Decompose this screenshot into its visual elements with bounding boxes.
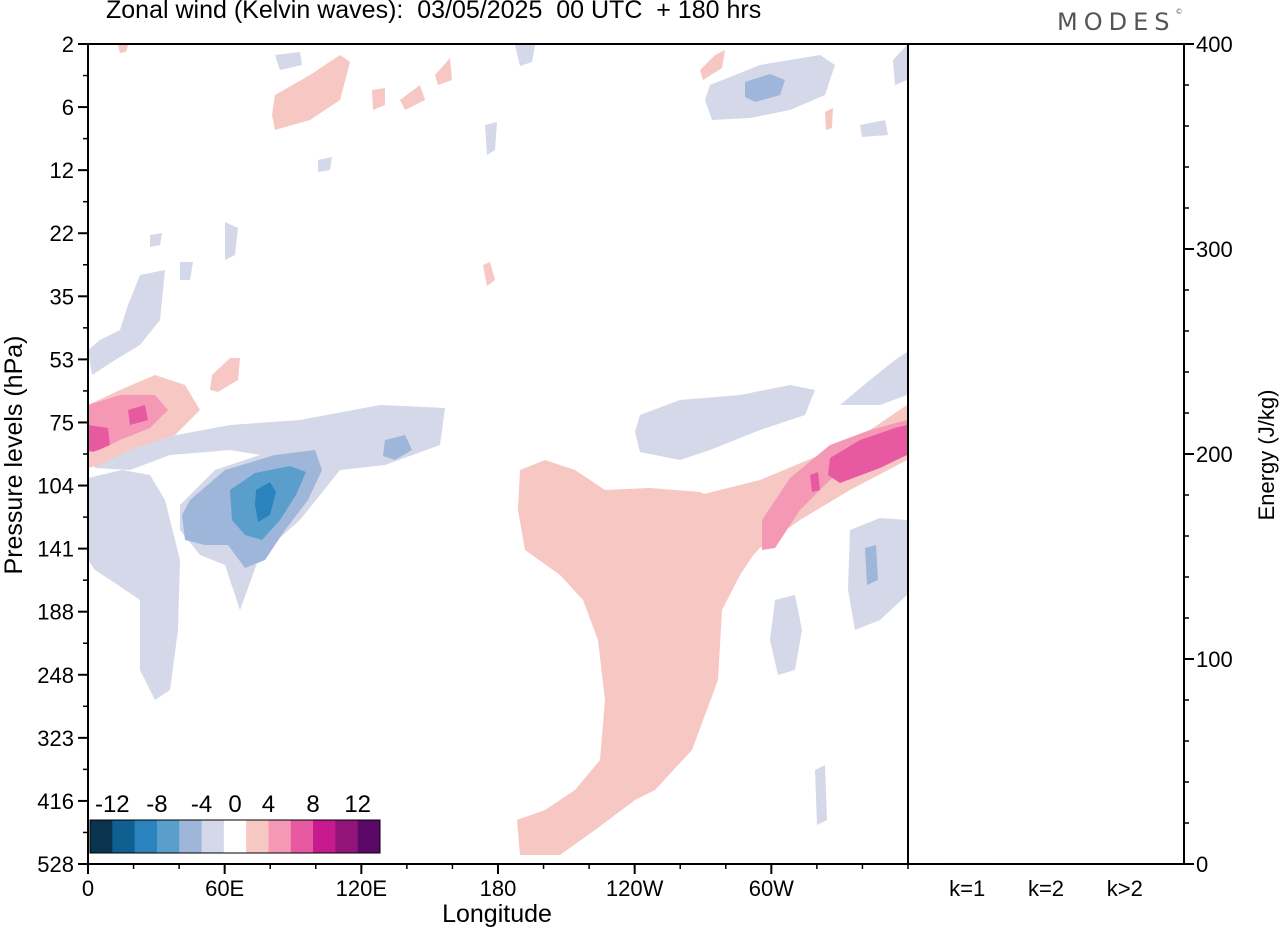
contour-neg-top-edge: [893, 45, 907, 85]
x-tick-label: 60E: [205, 876, 244, 901]
contour-neg-lower-arm: [88, 470, 180, 700]
y-tick-label: 323: [37, 726, 74, 751]
contour-neg-strat-streak: [88, 270, 165, 375]
colorbar-label: 4: [262, 791, 275, 818]
contour-neg-mid-2: [383, 435, 412, 460]
colorbar-swatch: [357, 820, 381, 853]
y-tick-label: 35: [50, 284, 74, 309]
brand-logo: MODES©: [1057, 8, 1182, 36]
y-tick-label: 53: [50, 347, 74, 372]
x-tick-label: 60W: [749, 876, 794, 901]
colorbar-swatch: [313, 820, 336, 853]
y-tick-label: 104: [37, 474, 74, 499]
contour-neg-small-low: [815, 765, 827, 825]
contour-neg-east-2: [865, 545, 878, 585]
energy-bar: [1024, 863, 1068, 864]
y-tick-label: 12: [50, 158, 74, 183]
colorbar-swatch: [290, 820, 314, 853]
y-axis-label: Pressure levels (hPa): [0, 336, 28, 575]
x-axis-label: Longitude: [442, 900, 552, 928]
colorbar: -12 -8 -4 0 4 8 12: [89, 791, 381, 854]
contour-field: [88, 45, 907, 855]
colorbar-swatch: [223, 820, 247, 853]
y-tick-label: 416: [37, 789, 74, 814]
x-tick-label: 120W: [606, 876, 664, 901]
x-tick-label: 0: [82, 876, 94, 901]
colorbar-label: -12: [95, 791, 130, 818]
contour-neg-east-band: [840, 352, 907, 405]
contour-pos-west-magenta: [88, 405, 148, 452]
energy-tick-label: 0: [1196, 852, 1208, 877]
y-tick-label: 6: [62, 95, 74, 120]
x-axis: 0 60E 120E 180 120W 60W: [82, 864, 909, 901]
energy-axis: 0 100 200 300 400: [1184, 32, 1233, 877]
colorbar-swatch: [134, 820, 158, 853]
contour-neg-dateline-band: [635, 385, 815, 460]
energy-bar: [1102, 863, 1147, 864]
y-tick-label: 2: [62, 32, 74, 57]
energy-bar: [945, 862, 990, 864]
colorbar-swatch: [179, 820, 203, 853]
contour-neg-top-2: [745, 74, 785, 102]
contour-pos-mid-column: [517, 460, 760, 855]
colorbar-label: 8: [306, 791, 319, 818]
colorbar-swatch: [201, 820, 225, 853]
energy-bars: k=1 k=2 k>2: [945, 862, 1147, 901]
colorbar-swatch: [156, 820, 180, 853]
colorbar-swatch: [335, 820, 359, 853]
colorbar-swatch: [90, 820, 113, 853]
y-tick-label: 248: [37, 663, 74, 688]
energy-axis-label: Energy (J/kg): [1254, 390, 1279, 521]
contour-pos-west-speck: [210, 358, 240, 392]
contour-neg-core-4: [255, 482, 276, 522]
colorbar-label: 0: [228, 791, 241, 818]
y-tick-label: 75: [50, 410, 74, 435]
energy-category-label: k=1: [949, 876, 985, 901]
colorbar-label: 12: [344, 791, 371, 818]
energy-tick-label: 400: [1196, 32, 1233, 57]
colorbar-label: -4: [191, 791, 212, 818]
plot-frame: [87, 43, 909, 865]
colorbar-swatch: [112, 820, 136, 853]
y-tick-label: 22: [50, 221, 74, 246]
energy-tick-label: 200: [1196, 442, 1233, 467]
contour-neg-east-blob: [770, 595, 802, 675]
energy-tick-label: 300: [1196, 237, 1233, 262]
y-tick-label: 528: [37, 852, 74, 877]
energy-panel-frame: [907, 43, 1185, 865]
brand-mark: ©: [1175, 8, 1183, 16]
contour-pos-strat-spot-a: [400, 58, 452, 110]
energy-category-label: k>2: [1107, 876, 1143, 901]
y-tick-label: 188: [37, 600, 74, 625]
x-tick-label: 120E: [336, 876, 387, 901]
y-tick-label: 141: [37, 537, 74, 562]
colorbar-frame: [89, 819, 381, 854]
energy-tick-label: 100: [1196, 647, 1233, 672]
colorbar-swatch: [246, 820, 269, 853]
colorbar-swatch: [268, 820, 292, 853]
chart-title: Zonal wind (Kelvin waves): 03/05/2025 00…: [106, 0, 762, 24]
contour-neg-dots: [150, 120, 888, 280]
x-tick-label: 180: [480, 876, 517, 901]
colorbar-label: -8: [146, 791, 167, 818]
contour-neg-top-spot: [515, 45, 535, 66]
y-axis: 2 6 12 22 35 53 75 104 141 188 248 323 416 528: [37, 32, 88, 877]
brand-name: MODES: [1057, 8, 1176, 36]
contour-pos-east-magenta: [810, 425, 907, 492]
contour-pos-strat-top: [272, 55, 350, 130]
contour-neg-small-top: [275, 52, 302, 70]
energy-category-label: k=2: [1028, 876, 1064, 901]
